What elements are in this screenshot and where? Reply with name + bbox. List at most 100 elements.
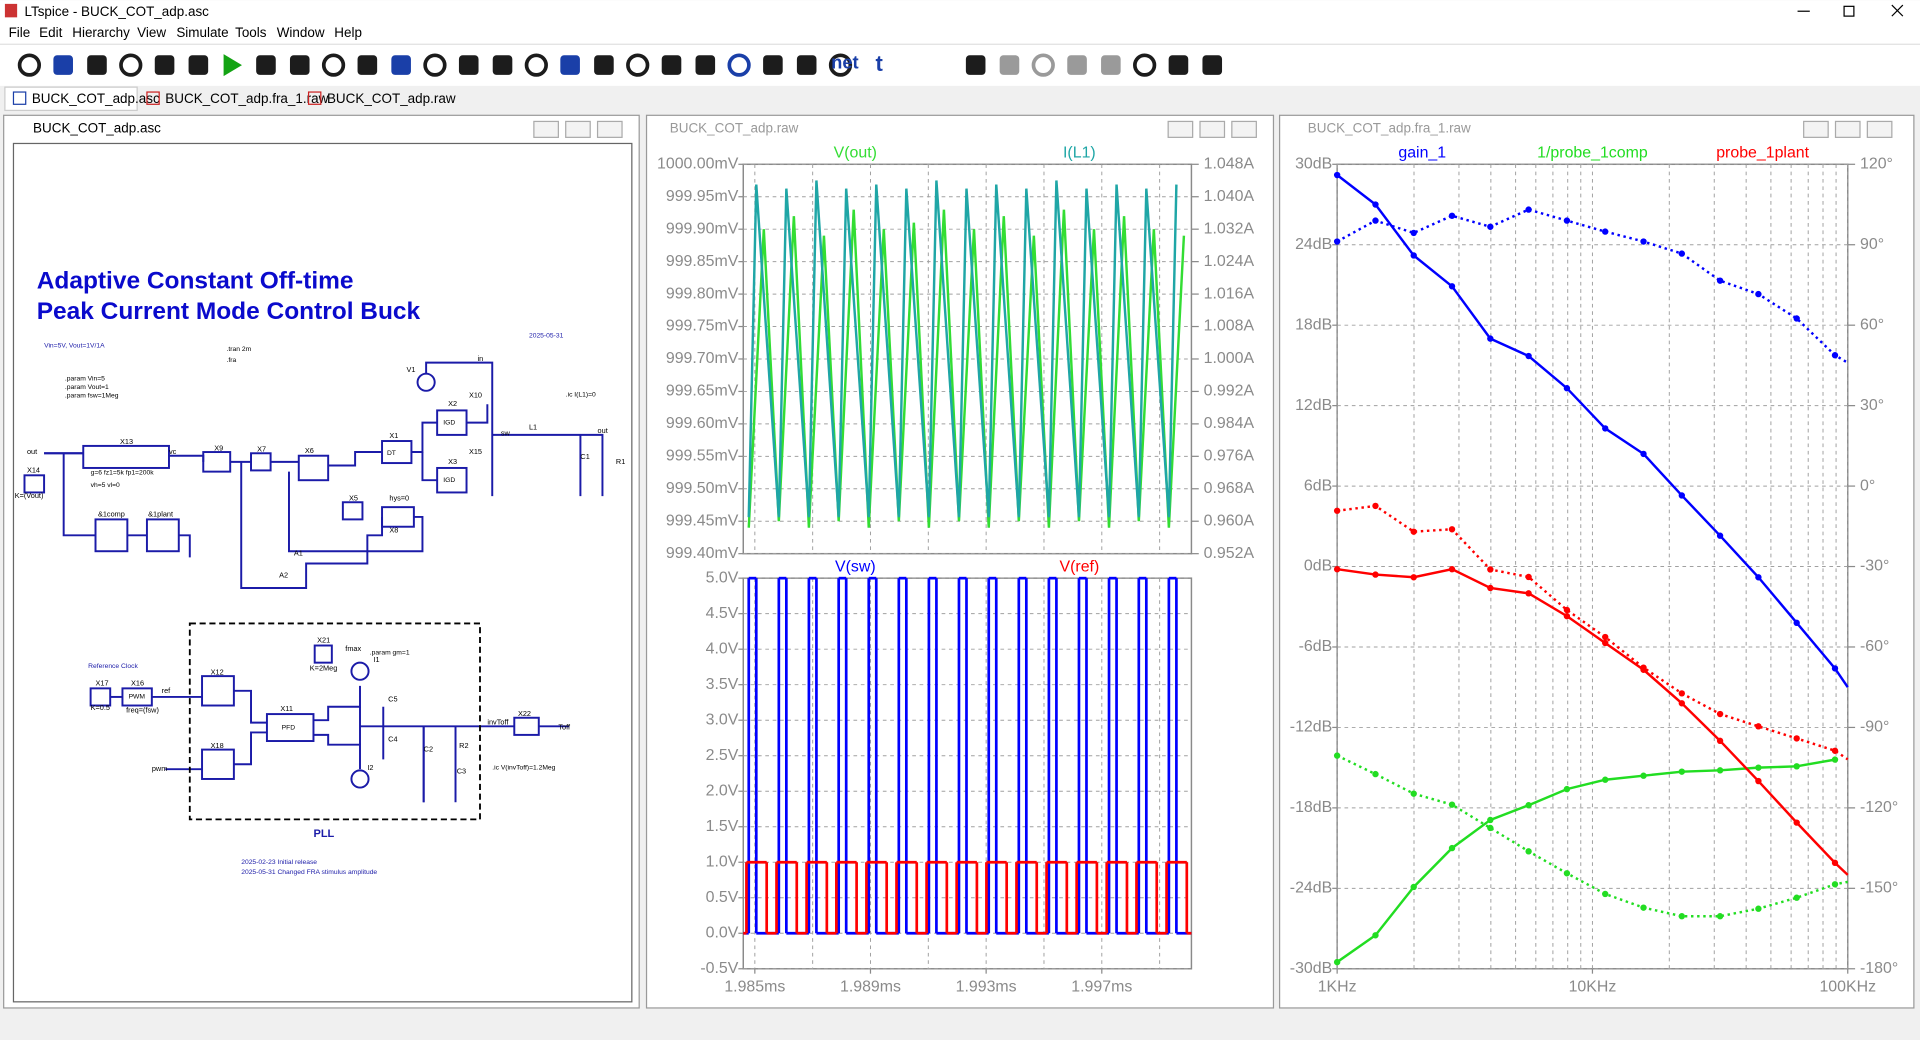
schematic-label: X2	[448, 399, 457, 408]
tab[interactable]: BUCK_COT_adp.fra_1.raw	[165, 91, 328, 106]
toolbar-button[interactable]	[223, 54, 242, 77]
menu-item[interactable]: Help	[334, 25, 362, 40]
toolbar-button[interactable]	[1101, 55, 1121, 75]
schematic-label: .param fsw=1Meg	[65, 392, 119, 399]
toolbar-button[interactable]	[188, 55, 209, 75]
y2-tick-label: 0.968A	[1204, 480, 1255, 497]
schematic-label: .ic I(L1)=0	[566, 391, 596, 398]
toolbar-button[interactable]	[661, 55, 682, 75]
schematic-label: .tran 2m	[227, 346, 252, 353]
toolbar-button[interactable]	[492, 55, 513, 75]
pane-button[interactable]	[1199, 120, 1226, 138]
y-tick-label: 5.0V	[706, 569, 739, 586]
schematic-label: PFD	[282, 724, 296, 731]
toolbar-button[interactable]: t	[876, 51, 884, 76]
toolbar-button[interactable]	[999, 55, 1020, 75]
y2-tick-label: 60°	[1860, 316, 1884, 333]
toolbar-button[interactable]	[17, 53, 42, 77]
toolbar-button[interactable]	[256, 55, 276, 75]
toolbar-button[interactable]	[87, 55, 107, 75]
menu-item[interactable]: Tools	[235, 25, 267, 40]
close-button[interactable]	[1891, 4, 1904, 17]
toolbar-button[interactable]	[154, 55, 175, 75]
pane-button[interactable]	[1834, 120, 1861, 138]
y-tick-label: 1.5V	[706, 818, 739, 835]
toolbar-button[interactable]	[796, 55, 817, 75]
toolbar-button[interactable]	[289, 55, 310, 75]
toolbar-button[interactable]	[594, 55, 614, 75]
schematic-label: .param gm=1	[370, 650, 410, 657]
legend-entry[interactable]: probe_1plant	[1716, 144, 1809, 161]
toolbar-button[interactable]: net	[831, 52, 859, 73]
toolbar-button[interactable]	[1067, 55, 1087, 75]
schematic-label: 2025-05-31	[529, 332, 564, 339]
schematic-label: fmax	[345, 644, 361, 653]
menu-item[interactable]: Hierarchy	[72, 25, 130, 40]
data-point	[1831, 747, 1839, 754]
data-point	[1678, 913, 1686, 920]
toolbar-button[interactable]	[828, 53, 853, 77]
legend-entry[interactable]: I(L1)	[1063, 144, 1096, 161]
data-point	[1793, 894, 1800, 901]
active-tab[interactable]	[4, 86, 138, 112]
toolbar-button[interactable]	[524, 53, 548, 77]
toolbar-button[interactable]	[119, 53, 143, 77]
y-tick-label: 4.5V	[706, 605, 739, 622]
toolbar-button[interactable]	[560, 55, 580, 75]
toolbar-button[interactable]	[53, 55, 73, 75]
data-point	[1563, 870, 1571, 877]
menu-item[interactable]: Window	[277, 25, 325, 40]
data-point	[1487, 584, 1494, 592]
restore-button[interactable]	[1843, 5, 1855, 17]
series-line	[747, 209, 1186, 528]
pane-button[interactable]	[565, 120, 591, 138]
toolbar-button[interactable]	[357, 55, 378, 75]
menu-item[interactable]: File	[9, 25, 31, 40]
x-tick-label: 1KHz	[1318, 978, 1357, 995]
legend-entry[interactable]: V(out)	[834, 144, 877, 161]
pane-button[interactable]	[1803, 120, 1829, 138]
pane-button[interactable]	[533, 120, 559, 138]
toolbar-button[interactable]	[1168, 55, 1189, 75]
toolbar-button[interactable]	[1031, 53, 1055, 77]
y2-tick-label: -180°	[1860, 960, 1898, 977]
toolbar-button[interactable]	[1133, 53, 1157, 77]
legend-entry[interactable]: V(ref)	[1060, 558, 1100, 575]
toolbar-button[interactable]	[695, 55, 716, 75]
toolbar-button[interactable]	[727, 53, 751, 77]
schematic-label: X6	[305, 446, 314, 455]
toolbar-button[interactable]	[391, 55, 411, 75]
toolbar-button[interactable]	[626, 53, 650, 77]
x-tick-label: 1.985ms	[724, 978, 785, 995]
series-line	[747, 180, 1178, 518]
phase-line	[1336, 208, 1849, 364]
toolbar-button[interactable]	[321, 53, 346, 77]
data-point	[1755, 777, 1762, 785]
tab[interactable]: BUCK_COT_adp.asc	[32, 91, 160, 106]
menu-item[interactable]: Edit	[39, 25, 62, 40]
menu-item[interactable]: Simulate	[176, 25, 228, 40]
legend-entry[interactable]: 1/probe_1comp	[1537, 144, 1648, 161]
data-point	[1755, 905, 1762, 912]
wire	[421, 452, 438, 482]
data-point	[1563, 385, 1571, 392]
menu-item[interactable]: View	[137, 25, 166, 40]
toolbar-button[interactable]	[1202, 55, 1223, 75]
y2-tick-label: 0.960A	[1204, 512, 1255, 529]
toolbar-button[interactable]	[763, 55, 783, 75]
toolbar-button[interactable]	[458, 55, 479, 75]
y-tick-label: 18dB	[1295, 316, 1332, 333]
pane-button[interactable]	[1231, 120, 1257, 138]
toolbar-button[interactable]	[965, 55, 986, 75]
legend-entry[interactable]: V(sw)	[835, 558, 876, 575]
pane-button[interactable]	[1167, 120, 1194, 138]
legend-entry[interactable]: gain_1	[1398, 144, 1446, 161]
pane-button[interactable]	[1866, 120, 1893, 138]
schematic-label: ref	[162, 686, 172, 695]
window-controls[interactable]	[1797, 4, 1904, 17]
pane-button[interactable]	[596, 120, 623, 138]
schematic-label: C3	[457, 767, 466, 776]
y-tick-label: 999.60mV	[666, 415, 739, 432]
toolbar-button[interactable]	[423, 53, 447, 77]
tab[interactable]: BUCK_COT_adp.raw	[327, 91, 456, 106]
